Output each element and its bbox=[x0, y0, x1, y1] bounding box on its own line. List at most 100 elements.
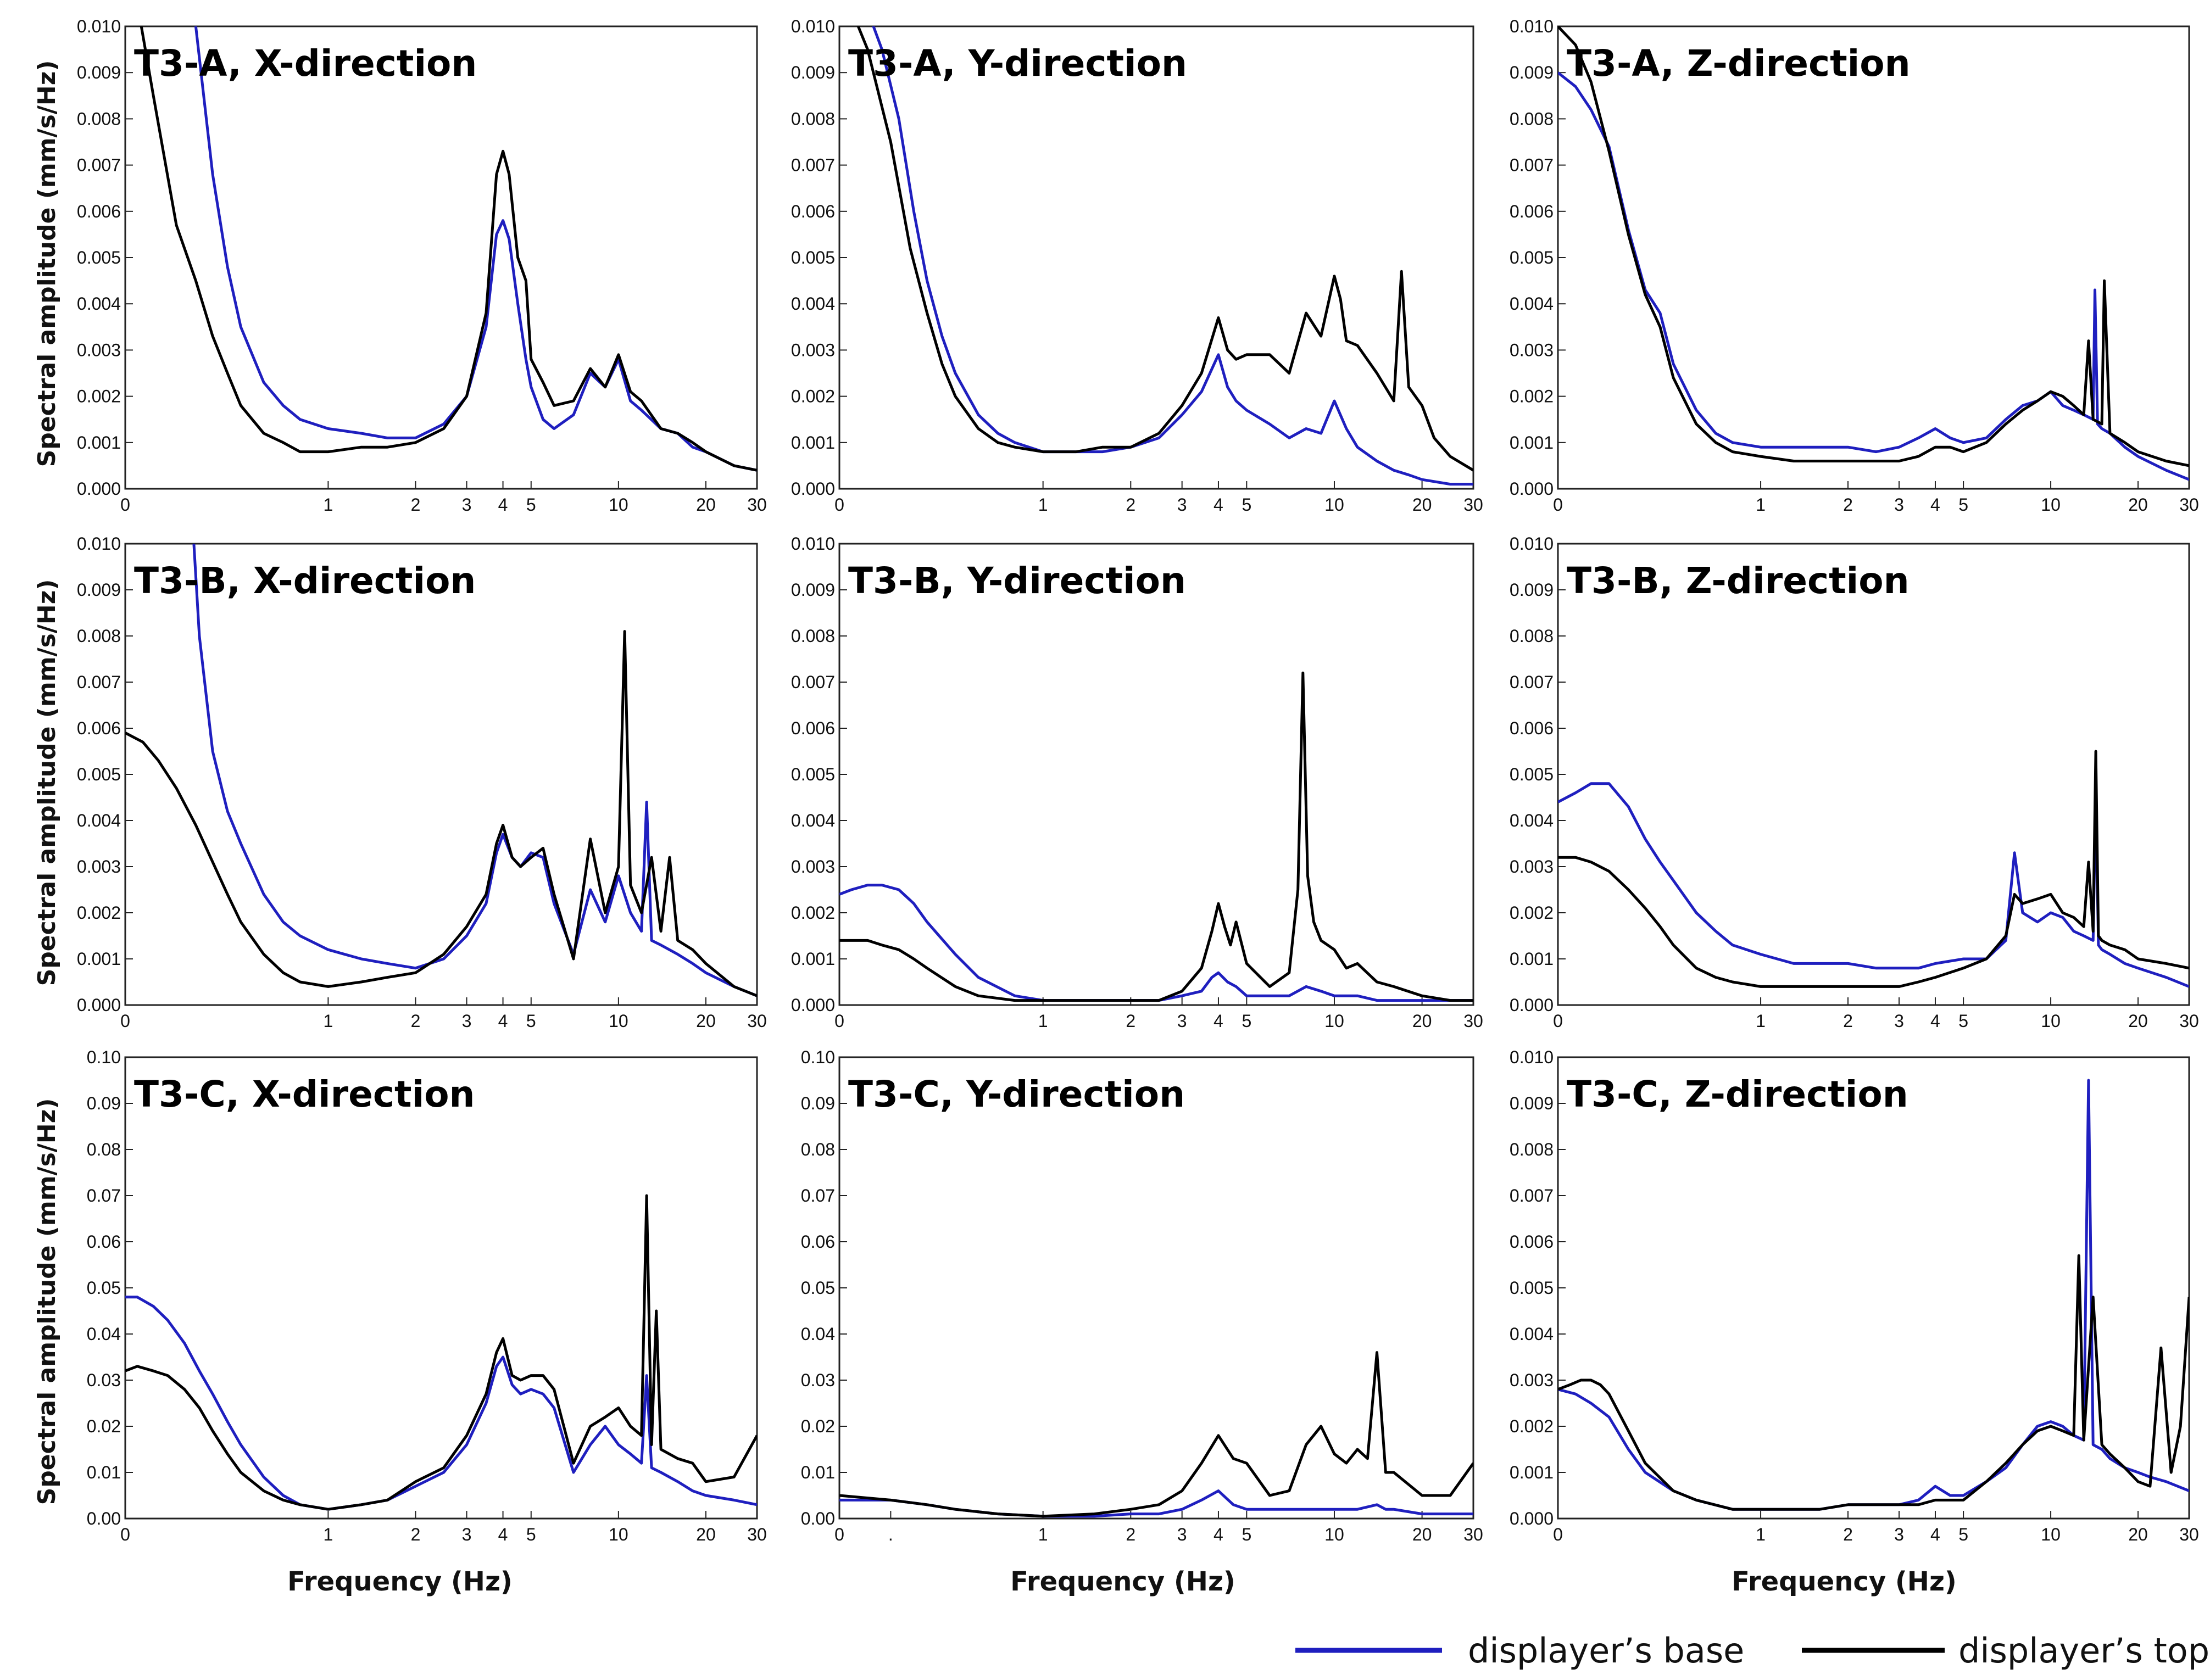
x-tick-label: 30 bbox=[2179, 495, 2199, 515]
x-tick-label: 10 bbox=[1324, 1011, 1344, 1031]
series-line-displayer-s-top bbox=[839, 1351, 1473, 1518]
x-tick-label: 30 bbox=[1463, 1011, 1483, 1031]
legend-label-base: displayer’s base bbox=[1468, 1631, 1744, 1671]
y-tick-label: 0.001 bbox=[1510, 1463, 1554, 1482]
y-tick-label: 0.08 bbox=[87, 1140, 121, 1159]
y-tick-label: 0.007 bbox=[791, 155, 835, 175]
y-tick-label: 0.05 bbox=[87, 1278, 121, 1298]
x-tick-label: 5 bbox=[1242, 495, 1251, 515]
panel-t3-a-x: 0.000 0.001 0.002 0.003 0.004 0.005 0.006 0.007… bbox=[77, 16, 767, 515]
x-tick-label: 20 bbox=[2128, 1525, 2148, 1544]
x-tick-label: 0 bbox=[1553, 495, 1563, 515]
x-tick-label: 2 bbox=[411, 1011, 421, 1031]
panel-t3-a-z: 0.000 0.001 0.002 0.003 0.004 0.005 0.006 0.007… bbox=[1510, 16, 2199, 515]
x-tick-label: 0 bbox=[834, 495, 844, 515]
x-tick-label: 20 bbox=[696, 1525, 716, 1544]
x-tick-label: 20 bbox=[1412, 1011, 1432, 1031]
x-tick-label: 2 bbox=[1126, 1525, 1135, 1544]
panel-title: T3-B, Y-direction bbox=[848, 560, 1186, 602]
y-tick-label: 0.003 bbox=[1510, 857, 1554, 877]
y-tick-label: 0.008 bbox=[1510, 1140, 1554, 1159]
y-tick-label: 0.006 bbox=[791, 202, 835, 221]
y-tick-label: 0.009 bbox=[77, 63, 121, 82]
y-tick-label: 0.001 bbox=[77, 949, 121, 969]
x-tick-label: 30 bbox=[747, 495, 767, 515]
x-tick-label: 4 bbox=[498, 1011, 508, 1031]
y-tick-label: 0.002 bbox=[791, 387, 835, 406]
y-tick-label: 0.000 bbox=[1510, 1509, 1554, 1528]
x-tick-label: 30 bbox=[1463, 1525, 1483, 1544]
y-tick-label: 0.008 bbox=[77, 626, 121, 646]
x-tick-label: 1 bbox=[323, 1011, 333, 1031]
x-tick-label: 5 bbox=[1242, 1011, 1251, 1031]
x-tick-label: 20 bbox=[1412, 1525, 1432, 1544]
x-tick-label: 0 bbox=[120, 1525, 130, 1544]
x-tick-label: 3 bbox=[462, 495, 472, 515]
y-tick-label: 0.009 bbox=[1510, 63, 1554, 82]
y-tick-label: 0.06 bbox=[87, 1232, 121, 1252]
y-tick-label: 0.000 bbox=[77, 479, 121, 499]
x-tick-label: 2 bbox=[1126, 1011, 1135, 1031]
y-tick-label: 0.003 bbox=[77, 857, 121, 877]
y-tick-label: 0.07 bbox=[87, 1186, 121, 1205]
x-tick-label: 3 bbox=[1894, 1525, 1904, 1544]
y-tick-label: 0.001 bbox=[77, 433, 121, 453]
x-axis-label-col-2: Frequency (Hz) bbox=[1010, 1566, 1235, 1597]
y-axis-label-row-1: Spectral amplitude (mm/s/Hz) bbox=[33, 60, 61, 467]
y-tick-label: 0.009 bbox=[1510, 1093, 1554, 1113]
x-tick-label: 5 bbox=[1242, 1525, 1251, 1544]
x-tick-label: 1 bbox=[323, 1525, 333, 1544]
y-tick-label: 0.02 bbox=[801, 1416, 835, 1436]
y-tick-label: 0.010 bbox=[1510, 1047, 1554, 1067]
plot-frame bbox=[124, 543, 758, 1006]
series-line-displayer-s-top bbox=[1558, 750, 2189, 988]
y-tick-label: 0.006 bbox=[77, 718, 121, 738]
x-tick-label: 20 bbox=[1412, 495, 1432, 515]
y-tick-label: 0.09 bbox=[87, 1093, 121, 1113]
y-tick-label: 0.010 bbox=[791, 16, 835, 36]
y-tick-label: 0.10 bbox=[87, 1047, 121, 1067]
y-tick-label: 0.005 bbox=[1510, 248, 1554, 267]
x-tick-label: 1 bbox=[1756, 1011, 1766, 1031]
x-tick-label: 20 bbox=[696, 495, 716, 515]
plot-frame bbox=[838, 543, 1474, 1006]
series-line-displayer-s-base bbox=[839, 1489, 1473, 1518]
y-tick-label: 0.06 bbox=[801, 1232, 835, 1252]
x-tick-label: 2 bbox=[1843, 1525, 1853, 1544]
panel-t3-c-z: 0.000 0.001 0.002 0.003 0.004 0.005 0.006 0.007… bbox=[1510, 1047, 2199, 1544]
panel-title: T3-B, X-direction bbox=[134, 560, 476, 602]
legend-label-top: displayer’s top bbox=[1958, 1631, 2209, 1671]
y-tick-label: 0.005 bbox=[791, 764, 835, 784]
series-line-displayer-s-base bbox=[194, 26, 757, 472]
x-tick-label: 20 bbox=[2128, 1011, 2148, 1031]
y-tick-label: 0.002 bbox=[1510, 387, 1554, 406]
x-tick-label: 10 bbox=[609, 495, 628, 515]
y-tick-label: 0.03 bbox=[87, 1370, 121, 1390]
x-tick-label: 5 bbox=[526, 495, 536, 515]
x-tick-label: 20 bbox=[696, 1011, 716, 1031]
series-line-displayer-s-base bbox=[192, 544, 757, 997]
y-tick-label: 0.004 bbox=[77, 294, 121, 314]
x-tick-label: 1 bbox=[1038, 1525, 1048, 1544]
y-tick-label: 0.009 bbox=[77, 580, 121, 600]
y-tick-label: 0.01 bbox=[801, 1463, 835, 1482]
y-tick-label: 0.008 bbox=[791, 109, 835, 129]
series-line-displayer-s-base bbox=[872, 26, 1473, 486]
y-axis-label-row-3: Spectral amplitude (mm/s/Hz) bbox=[33, 1098, 61, 1505]
y-tick-label: 0.09 bbox=[801, 1093, 835, 1113]
x-tick-label: 30 bbox=[2179, 1525, 2199, 1544]
y-tick-label: 0.010 bbox=[791, 534, 835, 554]
panel-title: T3-C, X-direction bbox=[134, 1073, 475, 1115]
series-line-displayer-s-top bbox=[140, 26, 757, 472]
y-tick-label: 0.03 bbox=[801, 1370, 835, 1390]
panel-title: T3-B, Z-direction bbox=[1567, 560, 1910, 602]
y-tick-label: 0.04 bbox=[87, 1324, 121, 1344]
y-tick-label: 0.005 bbox=[1510, 1278, 1554, 1298]
x-axis-label-col-3: Frequency (Hz) bbox=[1732, 1566, 1957, 1597]
y-tick-label: 0.08 bbox=[801, 1140, 835, 1159]
x-tick-label: 10 bbox=[2041, 1525, 2061, 1544]
panel-title: T3-A, Z-direction bbox=[1567, 42, 1911, 85]
x-tick-label: 5 bbox=[526, 1011, 536, 1031]
x-tick-label: 2 bbox=[1843, 1011, 1853, 1031]
x-tick-label: 4 bbox=[1213, 1011, 1223, 1031]
